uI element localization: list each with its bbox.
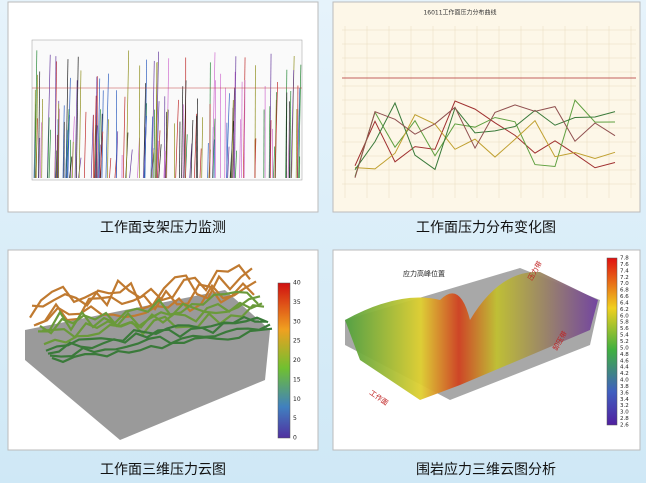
colorbar-tick-label: 5.6	[620, 326, 629, 332]
colorbar-tick-label: 5.8	[620, 320, 629, 326]
colorbar-tick-label: 4.2	[620, 371, 629, 377]
colorbar-tick-label: 4.8	[620, 352, 629, 358]
colorbar-tick-label: 5	[293, 415, 297, 422]
colorbar-tick-label: 6.4	[620, 300, 629, 306]
colorbar-tick-label: 3.2	[620, 403, 629, 409]
colorbar-tick-label: 3.8	[620, 384, 629, 390]
colorbar	[278, 283, 290, 438]
colorbar-tick-label: 6.6	[620, 294, 629, 300]
panel-frame	[333, 2, 640, 212]
annotation: 应力高峰位置	[403, 269, 445, 278]
colorbar-tick-label: 20	[293, 357, 301, 364]
colorbar-tick-label: 7.4	[620, 268, 629, 274]
colorbar-tick-label: 5.2	[620, 339, 629, 345]
colorbar-tick-label: 25	[293, 338, 301, 345]
caption: 工作面支架压力监测	[100, 220, 226, 236]
colorbar-tick-label: 3.6	[620, 390, 629, 396]
colorbar-tick-label: 4.0	[620, 378, 629, 384]
colorbar-tick-label: 7.6	[620, 262, 629, 268]
colorbar-tick-label: 15	[293, 376, 301, 383]
colorbar-tick-label: 40	[293, 280, 301, 287]
colorbar-tick-label: 6.2	[620, 307, 629, 313]
colorbar-tick-label: 6.0	[620, 313, 629, 319]
colorbar-tick-label: 7.2	[620, 275, 629, 281]
caption: 工作面压力分布变化图	[416, 220, 556, 236]
chart-title: 16011工作面压力分布曲线	[423, 9, 496, 17]
colorbar-tick-label: 4.4	[620, 365, 629, 371]
colorbar-tick-label: 5.0	[620, 345, 629, 351]
colorbar-tick-label: 2.8	[620, 416, 629, 422]
colorbar-tick-label: 5.4	[620, 333, 629, 339]
colorbar	[607, 258, 617, 425]
caption: 围岩应力三维云图分析	[416, 461, 556, 478]
colorbar-tick-label: 30	[293, 318, 301, 325]
colorbar-tick-label: 7.8	[620, 256, 629, 262]
colorbar-tick-label: 7.0	[620, 281, 629, 287]
colorbar-tick-label: 0	[293, 435, 297, 442]
caption: 工作面三维压力云图	[100, 462, 226, 478]
colorbar-tick-label: 35	[293, 299, 301, 306]
colorbar-tick-label: 3.0	[620, 410, 629, 416]
colorbar-tick-label: 3.4	[620, 397, 629, 403]
colorbar-tick-label: 6.8	[620, 288, 629, 294]
colorbar-tick-label: 2.6	[620, 423, 629, 429]
colorbar-tick-label: 10	[293, 396, 301, 403]
colorbar-tick-label: 4.6	[620, 358, 629, 364]
